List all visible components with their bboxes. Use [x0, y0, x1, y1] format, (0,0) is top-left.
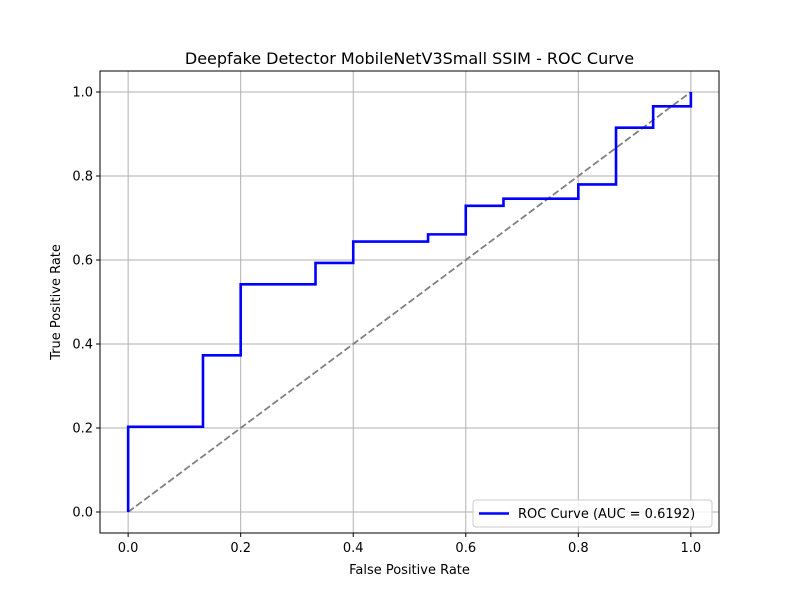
chart-title: Deepfake Detector MobileNetV3Small SSIM … [185, 49, 634, 68]
legend: ROC Curve (AUC = 0.6192) [473, 500, 712, 527]
legend-label-roc: ROC Curve (AUC = 0.6192) [518, 507, 695, 522]
y-tick-label: 0.0 [72, 506, 93, 521]
x-tick-label: 0.0 [118, 541, 139, 556]
y-tick-label: 0.2 [72, 422, 93, 437]
x-tick-label: 0.8 [568, 541, 589, 556]
y-tick-label: 1.0 [72, 86, 93, 101]
y-axis-label: True Positive Rate [49, 244, 64, 361]
x-tick-label: 0.4 [343, 541, 364, 556]
x-axis-label: False Positive Rate [349, 563, 470, 578]
x-tick-label: 1.0 [681, 541, 702, 556]
y-tick-label: 0.8 [72, 170, 93, 185]
y-tick-label: 0.6 [72, 254, 93, 269]
x-tick-label: 0.2 [230, 541, 251, 556]
x-tick-label: 0.6 [455, 541, 476, 556]
y-tick-label: 0.4 [72, 338, 93, 353]
